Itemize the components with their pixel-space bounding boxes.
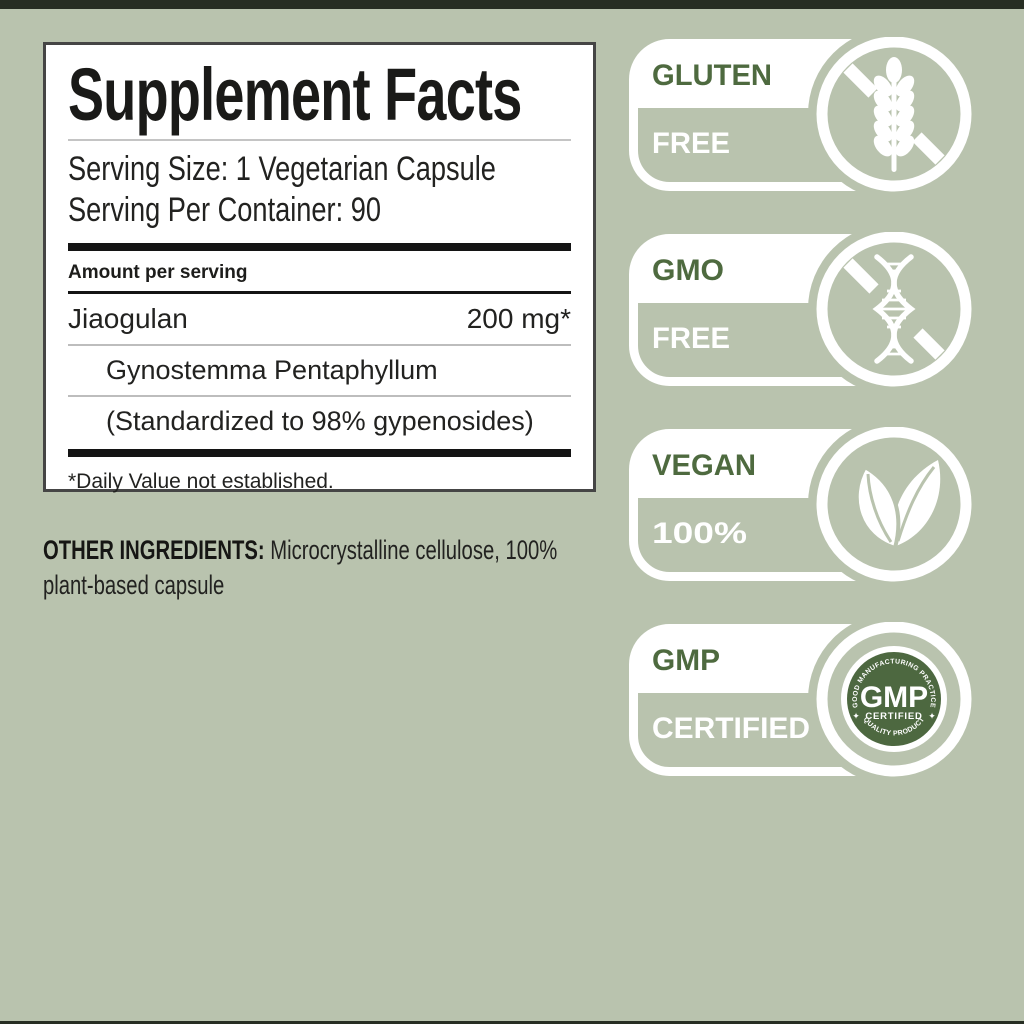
row-divider [68, 344, 571, 347]
mid-divider [68, 291, 571, 295]
badge-value: 100% [652, 517, 747, 550]
other-ingredients-text: Microcrystalline cellulose, 100% plant-b… [43, 535, 558, 600]
prohibition-circle [816, 232, 972, 387]
panel-title: Supplement Facts [68, 53, 522, 136]
row-divider [68, 395, 571, 398]
top-border-strip [0, 0, 1024, 9]
ingredient-row: Jiaogulan 200 mg* [68, 303, 571, 335]
other-ingredients: OTHER INGREDIENTS: Microcrystalline cell… [43, 533, 572, 602]
ingredient-subrow: Gynostemma Pentaphyllum [68, 355, 571, 386]
ingredient-name: Jiaogulan [68, 303, 188, 335]
vegan-leaf-icon [854, 460, 941, 551]
ingredient-amount: 200 mg* [466, 303, 571, 335]
title-divider [68, 139, 571, 142]
badge-value: FREE [652, 127, 730, 160]
badge-gmo-free: GMO FREE [627, 232, 979, 388]
badge-gluten-free: GLUTEN FREE [627, 37, 979, 193]
badge-value: FREE [652, 322, 730, 355]
seal-star-left: ✦ [852, 711, 860, 721]
ingredient-subrow: (Standardized to 98% gypenosides) [68, 406, 571, 437]
ingredient-standardization: (Standardized to 98% gypenosides) [106, 406, 534, 437]
amount-per-serving-header: Amount per serving [68, 262, 248, 284]
servings-per-container-text: Serving Per Container: 90 [68, 191, 381, 230]
seal-star-right: ✦ [928, 711, 936, 721]
ingredient-botanical-name: Gynostemma Pentaphyllum [106, 355, 438, 386]
badge-label: GMP [652, 644, 720, 677]
prohibition-circle [816, 622, 972, 777]
other-ingredients-label: OTHER INGREDIENTS: [43, 535, 265, 565]
prohibition-circle [816, 427, 972, 582]
gmp-seal-icon: GOOD MANUFACTURING PRACTICE QUALITY PROD… [841, 646, 947, 752]
supplement-facts-panel: Supplement Facts Serving Size: 1 Vegetar… [43, 42, 596, 494]
badge-value: CERTIFIED [652, 712, 810, 745]
no-gmo-dna-icon [843, 254, 945, 364]
thick-divider [68, 243, 571, 252]
badge-vegan: VEGAN 100% [627, 427, 979, 583]
bottom-border-strip [0, 1021, 1024, 1024]
serving-size-text: Serving Size: 1 Vegetarian Capsule [68, 150, 496, 189]
badge-label: GMO [652, 254, 724, 287]
seal-certified-text: CERTIFIED [865, 711, 922, 722]
badge-label: GLUTEN [652, 59, 772, 92]
daily-value-footnote: *Daily Value not established. [68, 470, 334, 494]
prohibition-circle [816, 37, 972, 192]
badge-label: VEGAN [652, 449, 756, 482]
thick-divider [68, 449, 571, 458]
badge-gmp-certified: GOOD MANUFACTURING PRACTICE QUALITY PROD… [627, 622, 979, 778]
no-gluten-wheat-icon [843, 57, 945, 172]
seal-center-text: GMP [860, 681, 928, 714]
